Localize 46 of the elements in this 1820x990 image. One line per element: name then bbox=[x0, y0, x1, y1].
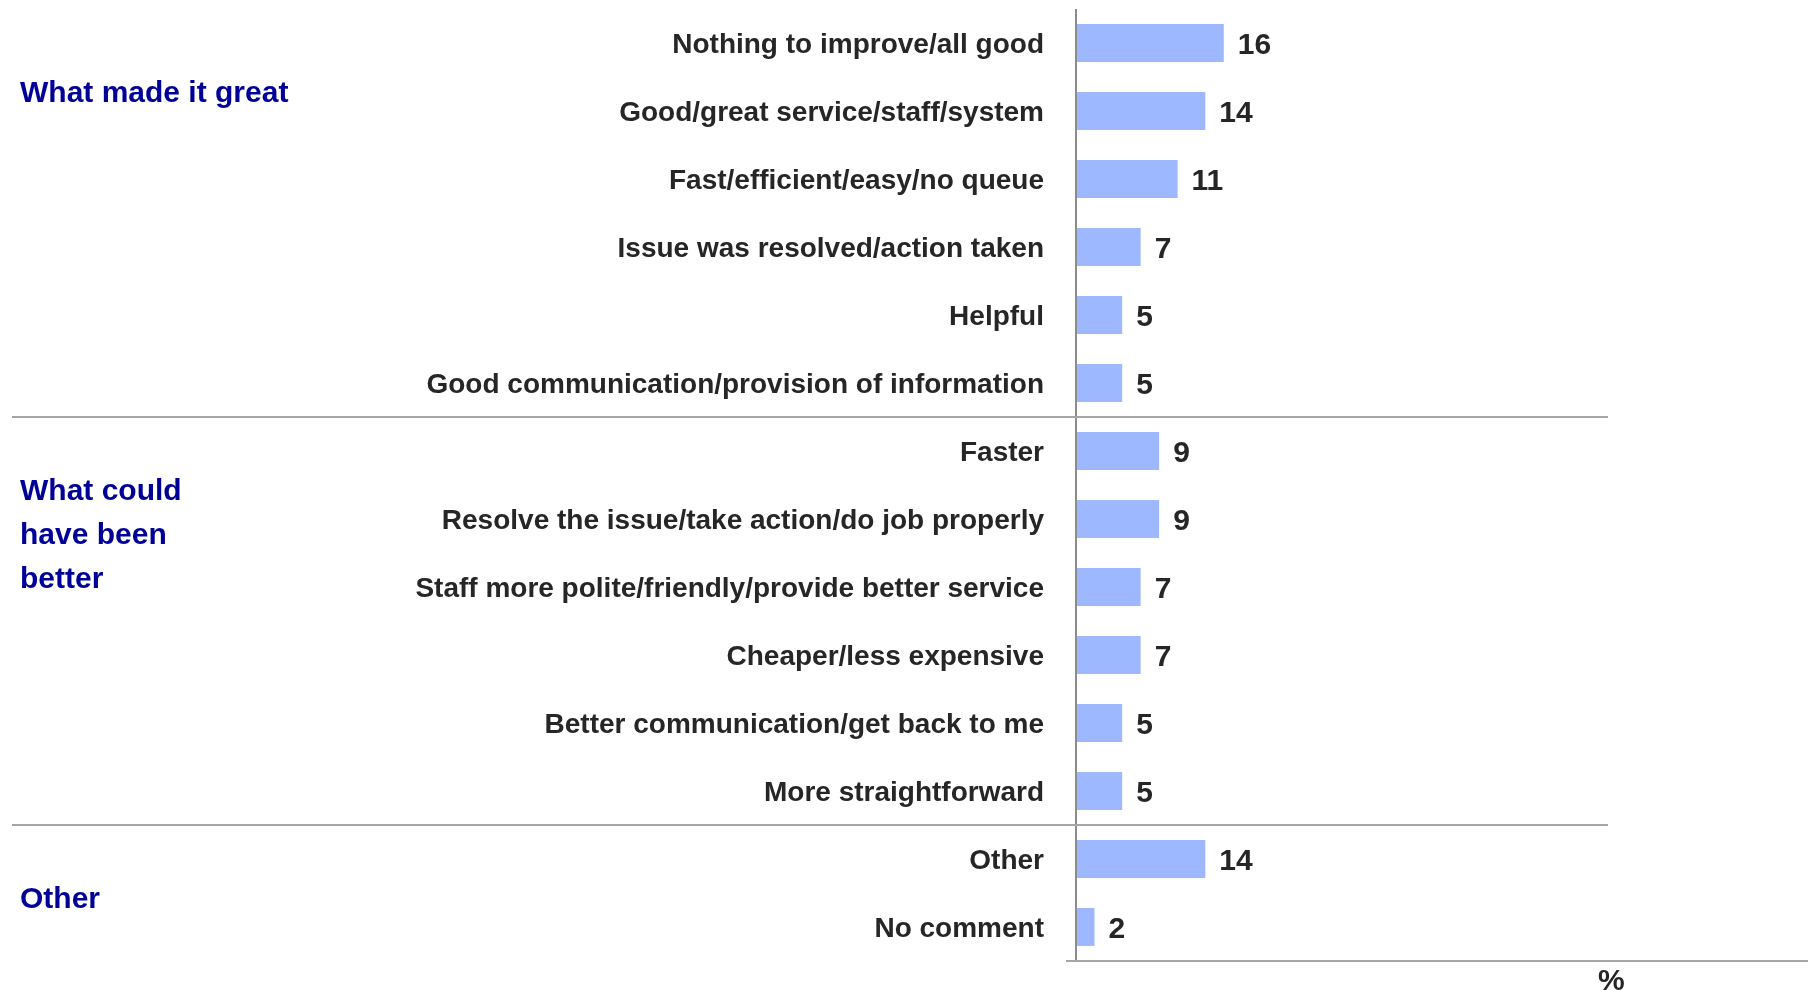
data-label: 9 bbox=[1173, 434, 1190, 468]
y-tick-label: Staff more polite/friendly/provide better service bbox=[415, 571, 1044, 603]
data-label: 5 bbox=[1136, 366, 1153, 400]
data-label: 14 bbox=[1219, 842, 1253, 876]
data-label: 7 bbox=[1154, 230, 1172, 264]
data-label: 5 bbox=[1136, 774, 1153, 808]
data-label: 5 bbox=[1136, 298, 1153, 332]
text: What could have been better bbox=[20, 472, 183, 596]
bar bbox=[1076, 363, 1123, 402]
data-label: 7 bbox=[1154, 570, 1172, 604]
bar bbox=[1076, 635, 1141, 674]
data-label: 9 bbox=[1173, 502, 1190, 536]
y-tick-label: Good/great service/staff/system bbox=[619, 95, 1044, 127]
y-tick-label: Resolve the issue/take action/do job properly bbox=[441, 503, 1045, 535]
data-label: 14 bbox=[1219, 94, 1253, 128]
bar bbox=[1076, 295, 1123, 334]
text: % bbox=[1598, 963, 1625, 990]
bar bbox=[1076, 159, 1178, 198]
data-label: 2 bbox=[1108, 910, 1126, 944]
bar bbox=[1076, 771, 1123, 810]
data-label: 11 bbox=[1191, 162, 1224, 196]
bar bbox=[1076, 499, 1160, 538]
data-label: 16 bbox=[1237, 26, 1272, 60]
y-tick-label: More straightforward bbox=[763, 775, 1044, 807]
bar bbox=[1076, 907, 1095, 946]
bar bbox=[1076, 839, 1206, 878]
data-label: 7 bbox=[1154, 638, 1172, 672]
bar bbox=[1076, 227, 1141, 266]
y-tick-label: Nothing to improve/all good bbox=[672, 27, 1044, 59]
bar bbox=[1076, 567, 1141, 606]
bar bbox=[1076, 91, 1206, 130]
y-tick-label: Good communication/provision of information bbox=[426, 367, 1044, 399]
y-tick-label: Faster bbox=[959, 435, 1045, 467]
y-tick-label: No comment bbox=[874, 911, 1044, 943]
bar bbox=[1076, 23, 1224, 62]
bar bbox=[1076, 431, 1160, 470]
y-tick-label: Fast/efficient/easy/no queue bbox=[669, 163, 1044, 195]
text: Other bbox=[20, 880, 101, 916]
bar bbox=[1076, 703, 1123, 742]
y-tick-label: Cheaper/less expensive bbox=[726, 639, 1044, 671]
y-tick-label: Other bbox=[969, 843, 1045, 875]
text: What made it great bbox=[20, 74, 290, 111]
data-label: 5 bbox=[1136, 706, 1153, 740]
y-tick-label: Better communication/get back to me bbox=[544, 707, 1044, 739]
y-tick-label: Issue was resolved/action taken bbox=[617, 231, 1044, 263]
y-tick-label: Helpful bbox=[949, 299, 1044, 331]
